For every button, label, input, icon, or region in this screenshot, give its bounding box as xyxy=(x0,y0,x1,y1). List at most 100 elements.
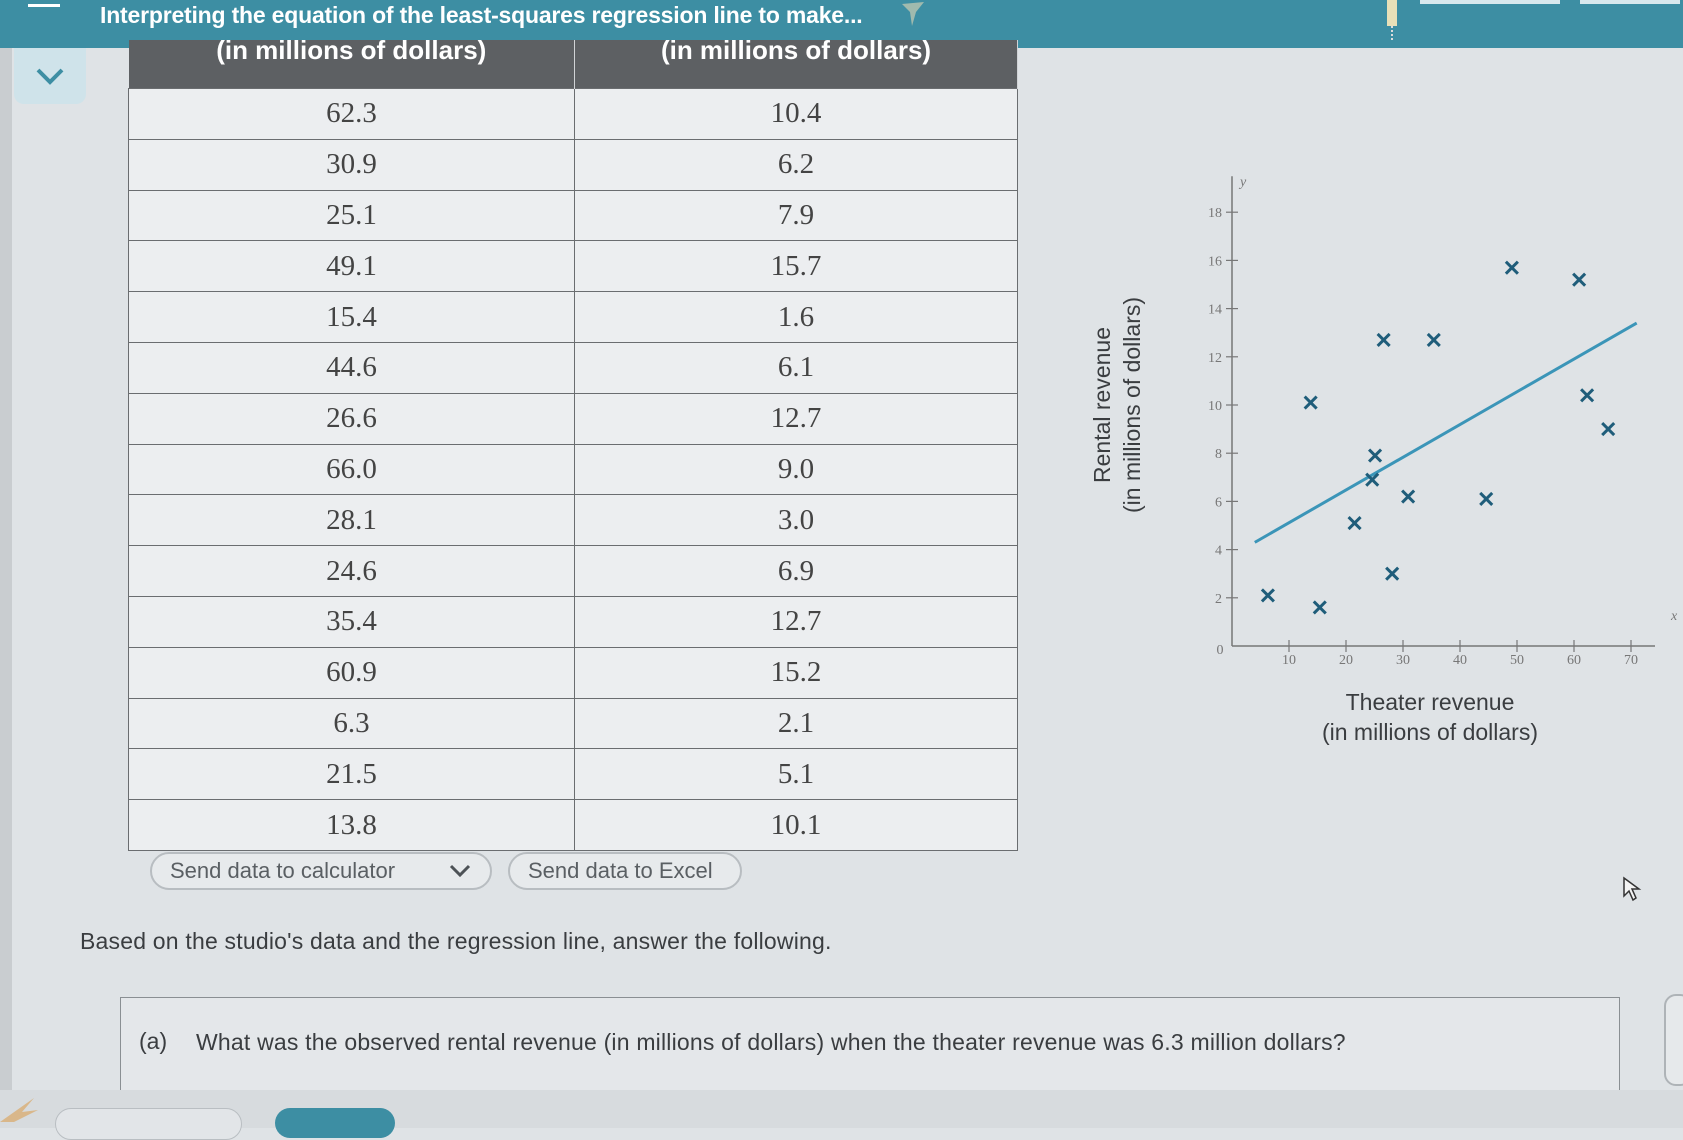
question-part-label: (a) xyxy=(139,1028,168,1054)
data-point-stroke xyxy=(1312,600,1327,615)
cell-theater-revenue: 15.4 xyxy=(128,291,575,343)
data-point-stroke xyxy=(1368,448,1383,463)
bottom-button-left[interactable] xyxy=(55,1108,242,1140)
table-row: 13.8 10.1 xyxy=(128,799,1018,851)
table-row: 60.9 15.2 xyxy=(128,646,1018,699)
tab-indicator[interactable] xyxy=(1580,0,1680,4)
data-point-stroke xyxy=(1572,272,1587,287)
x-axis-title-line2: (in millions of dollars) xyxy=(1322,719,1538,745)
data-table: (in millions of dollars) (in millions of… xyxy=(128,40,1018,851)
table-row: 24.6 6.9 xyxy=(128,545,1018,597)
x-tick-label: 70 xyxy=(1624,653,1638,668)
table-row: 28.1 3.0 xyxy=(128,494,1018,547)
column-header-rental: (in millions of dollars) xyxy=(574,40,1018,89)
y-axis-title-line1: Rental revenue xyxy=(1089,327,1115,483)
instructions-text: Based on the studio's data and the regre… xyxy=(80,928,832,954)
cell-theater-revenue: 6.3 xyxy=(128,697,575,750)
cell-rental-revenue: 9.0 xyxy=(574,443,1018,496)
data-point xyxy=(1580,388,1595,403)
cell-rental-revenue: 3.0 xyxy=(574,494,1018,547)
x-axis-title-line1: Theater revenue xyxy=(1346,689,1515,715)
y-axis-symbol: y xyxy=(1238,175,1247,190)
cell-theater-revenue: 21.5 xyxy=(128,748,575,801)
feather-icon xyxy=(0,1098,38,1122)
data-point-stroke xyxy=(1426,332,1441,347)
data-point xyxy=(1572,272,1587,287)
cell-rental-revenue: 15.2 xyxy=(574,646,1018,699)
table-body: 62.3 10.4 30.9 6.2 25.1 7.9 49.1 15.7 15.4 1.6 44.… xyxy=(128,88,1018,851)
bottom-toolbar xyxy=(0,1090,1683,1128)
y-axis-title: Rental revenue (in millions of dollars) xyxy=(1089,297,1145,513)
table-row: 6.3 2.1 xyxy=(128,697,1018,750)
cell-rental-revenue: 10.1 xyxy=(574,799,1018,851)
chevron-down-icon xyxy=(36,68,64,85)
question-box: (a) What was the observed rental revenue… xyxy=(120,997,1620,1091)
data-point-stroke xyxy=(1376,332,1391,347)
data-point xyxy=(1365,472,1380,487)
bottom-button-primary[interactable] xyxy=(275,1108,395,1138)
cell-theater-revenue: 44.6 xyxy=(128,341,575,394)
column-header-theater: (in millions of dollars) xyxy=(128,40,575,89)
cell-theater-revenue: 13.8 xyxy=(128,799,575,851)
table-row: 62.3 10.4 xyxy=(128,88,1018,140)
cell-rental-revenue: 5.1 xyxy=(574,748,1018,801)
cell-rental-revenue: 6.9 xyxy=(574,545,1018,597)
y-tick-label: 10 xyxy=(1208,399,1222,414)
origin-label: 0 xyxy=(1217,643,1224,658)
y-tick-label: 12 xyxy=(1208,351,1222,366)
data-point xyxy=(1479,491,1494,507)
send-to-excel-button[interactable]: Send data to Excel xyxy=(508,852,742,890)
data-point xyxy=(1260,588,1275,603)
pin-icon xyxy=(902,2,924,26)
cell-theater-revenue: 49.1 xyxy=(128,240,575,293)
y-tick-label: 14 xyxy=(1208,303,1222,318)
data-point xyxy=(1385,566,1400,581)
data-point-stroke xyxy=(1580,388,1595,403)
data-point-stroke xyxy=(1365,472,1380,487)
x-tick-label: 50 xyxy=(1510,653,1524,668)
data-point-stroke xyxy=(1385,566,1400,581)
cell-rental-revenue: 15.7 xyxy=(574,240,1018,293)
cell-theater-revenue: 30.9 xyxy=(128,138,575,191)
table-row: 15.4 1.6 xyxy=(128,291,1018,343)
cell-theater-revenue: 62.3 xyxy=(128,88,575,140)
x-tick-label: 20 xyxy=(1339,653,1353,668)
page-title: Interpreting the equation of the least-s… xyxy=(100,2,863,28)
x-tick-label: 60 xyxy=(1567,653,1581,668)
tab-indicator[interactable] xyxy=(1420,0,1560,4)
data-point xyxy=(1347,516,1362,531)
cell-rental-revenue: 12.7 xyxy=(574,595,1018,648)
table-row: 25.1 7.9 xyxy=(128,189,1018,242)
data-point-stroke xyxy=(1260,588,1275,603)
x-tick-label: 10 xyxy=(1282,653,1296,668)
data-point xyxy=(1303,395,1318,410)
cell-rental-revenue: 2.1 xyxy=(574,697,1018,750)
menu-icon[interactable] xyxy=(28,4,60,7)
cell-rental-revenue: 6.1 xyxy=(574,341,1018,394)
cell-rental-revenue: 7.9 xyxy=(574,189,1018,242)
x-axis-symbol: x xyxy=(1670,609,1678,624)
cell-theater-revenue: 24.6 xyxy=(128,545,575,597)
table-row: 21.5 5.1 xyxy=(128,748,1018,801)
regression-line xyxy=(1254,321,1638,544)
cell-theater-revenue: 25.1 xyxy=(128,189,575,242)
data-point xyxy=(1426,332,1441,347)
table-header-row: (in millions of dollars) (in millions of… xyxy=(128,40,1018,89)
mouse-cursor-icon xyxy=(1623,876,1642,902)
table-row: 35.4 12.7 xyxy=(128,595,1018,648)
scatter-chart: Rental revenue (in millions of dollars) … xyxy=(1089,175,1678,745)
cell-theater-revenue: 35.4 xyxy=(128,595,575,648)
left-edge xyxy=(0,48,12,1128)
side-scroll-tab[interactable] xyxy=(1664,994,1683,1086)
send-to-calculator-label: Send data to calculator xyxy=(170,858,396,883)
y-tick-label: 8 xyxy=(1215,447,1222,462)
x-tick-label: 30 xyxy=(1396,653,1410,668)
send-to-calculator-button[interactable]: Send data to calculator xyxy=(150,852,492,890)
data-point-stroke xyxy=(1347,516,1362,531)
collapse-button[interactable] xyxy=(14,48,86,104)
data-point xyxy=(1601,422,1616,437)
cell-rental-revenue: 12.7 xyxy=(574,392,1018,445)
data-point-stroke xyxy=(1479,491,1494,507)
cell-theater-revenue: 60.9 xyxy=(128,646,575,699)
y-tick-label: 16 xyxy=(1208,254,1222,269)
